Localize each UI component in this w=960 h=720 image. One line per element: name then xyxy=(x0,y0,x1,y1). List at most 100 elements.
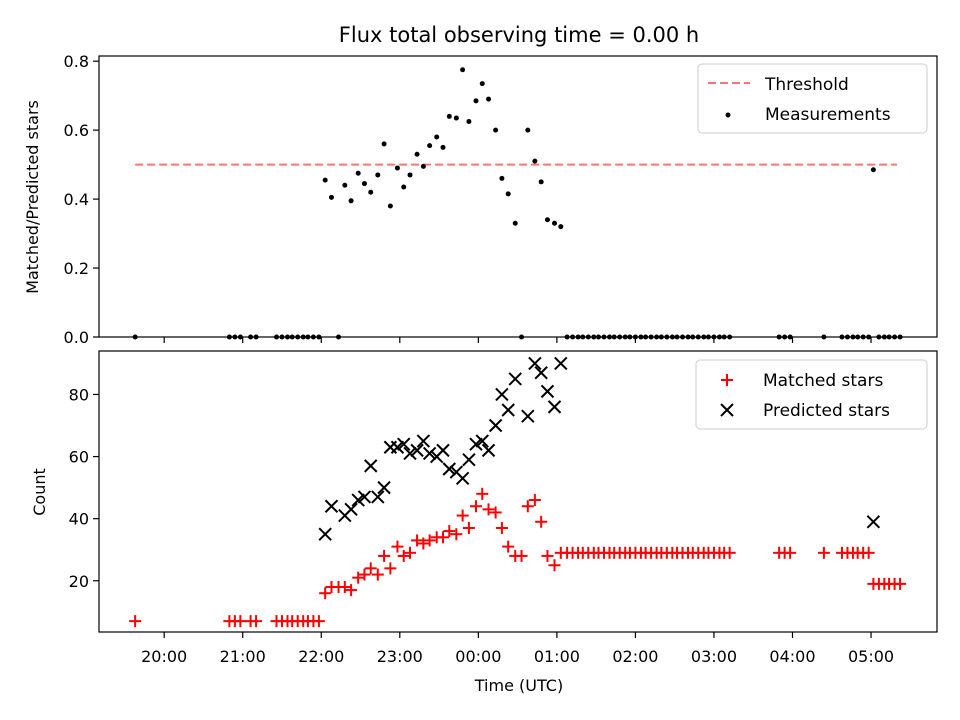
matched-point xyxy=(417,537,430,550)
x-tick-label: 23:00 xyxy=(377,647,423,666)
legend-measurements-label: Measurements xyxy=(765,105,891,125)
matched-point xyxy=(817,546,830,559)
predicted-point xyxy=(324,499,339,513)
measurement-point xyxy=(273,334,279,340)
y-tick-label: 40 xyxy=(69,510,89,529)
measurement-point xyxy=(580,334,586,340)
predicted-point xyxy=(455,471,470,486)
matched-point xyxy=(495,521,508,534)
matched-point xyxy=(482,503,495,516)
measurement-point xyxy=(132,334,138,340)
measurement-point xyxy=(886,334,892,340)
measurement-point xyxy=(669,334,675,340)
matched-point xyxy=(541,549,554,562)
legend-matched-label: Matched stars xyxy=(763,371,883,391)
measurement-point xyxy=(575,334,581,340)
matched-point xyxy=(404,546,417,559)
matched-point xyxy=(502,540,515,553)
predicted-point xyxy=(318,527,332,541)
predicted-point xyxy=(442,462,456,476)
matched-point xyxy=(364,562,377,575)
measurement-point xyxy=(453,115,459,121)
measurement-point xyxy=(414,151,420,157)
panel-ratio-x-ticks xyxy=(163,337,872,343)
matched-point xyxy=(456,509,469,522)
matched-point xyxy=(411,534,424,547)
measurement-point xyxy=(632,334,638,340)
matched-point xyxy=(476,487,489,500)
measurement-point xyxy=(310,334,316,340)
panel-ratio: 0.00.20.40.60.8 Matched/Predicted stars … xyxy=(23,52,938,347)
measurement-point xyxy=(479,81,485,87)
measurement-point xyxy=(654,334,660,340)
panel-count-legend: Matched stars Predicted stars xyxy=(695,359,928,430)
measurement-point xyxy=(525,127,531,133)
x-tick-label: 02:00 xyxy=(612,647,658,666)
matched-point xyxy=(345,584,358,597)
measurement-point xyxy=(674,334,680,340)
matched-point xyxy=(436,531,449,544)
measurement-point xyxy=(305,334,311,340)
x-axis-label: Time (UTC) xyxy=(474,676,563,695)
measurement-point xyxy=(538,179,544,185)
measurement-point xyxy=(606,334,612,340)
measurement-point xyxy=(711,334,717,340)
matched-point xyxy=(450,528,463,541)
measurement-point xyxy=(881,334,887,340)
legend-predicted-label: Predicted stars xyxy=(763,401,890,421)
matched-point xyxy=(129,615,142,628)
matched-point xyxy=(312,615,325,628)
predicted-point xyxy=(481,443,496,458)
legend-threshold-label: Threshold xyxy=(764,75,849,95)
matched-point xyxy=(250,615,263,628)
matched-point xyxy=(535,515,548,528)
predicted-point xyxy=(397,437,411,451)
measurement-point xyxy=(407,172,413,178)
panel-count-y-ticks: 20 40 60 80 xyxy=(69,385,99,591)
measurement-point xyxy=(328,194,334,200)
measurement-point xyxy=(705,334,711,340)
measurement-point xyxy=(892,334,898,340)
measurement-point xyxy=(486,96,492,102)
measurement-point xyxy=(860,334,866,340)
measurement-point xyxy=(570,334,576,340)
measurement-point xyxy=(850,334,856,340)
matched-point xyxy=(862,546,875,559)
predicted-point xyxy=(495,387,509,402)
measurement-point xyxy=(232,334,238,340)
measurement-point xyxy=(440,144,446,150)
measurement-point xyxy=(596,334,602,340)
matched-point xyxy=(384,562,397,575)
measurement-point xyxy=(460,67,466,73)
measurement-point xyxy=(300,334,306,340)
measurement-point xyxy=(446,113,452,119)
measurement-point xyxy=(876,334,882,340)
matched-point xyxy=(423,534,436,547)
measurement-point xyxy=(544,217,550,223)
predicted-point xyxy=(540,384,555,399)
measurement-point xyxy=(658,334,664,340)
predicted-point xyxy=(344,502,358,517)
matched-point xyxy=(548,559,561,572)
legend-box xyxy=(697,63,928,134)
predicted-point xyxy=(534,366,548,380)
measurement-point xyxy=(361,181,367,187)
measurement-point xyxy=(664,334,670,340)
predicted-point xyxy=(528,356,542,371)
panel-ratio-y-label: Matched/Predicted stars xyxy=(23,100,42,294)
measurement-point xyxy=(782,334,788,340)
x-tick-label: 04:00 xyxy=(769,647,815,666)
measurement-point xyxy=(680,334,686,340)
predicted-point xyxy=(521,409,535,423)
measurement-point xyxy=(420,163,426,169)
predicted-point xyxy=(364,459,378,473)
predicted-point xyxy=(410,443,424,458)
measurement-point xyxy=(564,334,570,340)
measurement-point xyxy=(701,334,707,340)
matched-point xyxy=(462,521,475,534)
measurement-point xyxy=(870,167,876,173)
matched-point xyxy=(784,546,797,559)
measurement-point xyxy=(316,334,322,340)
measurement-point xyxy=(821,334,827,340)
predicted-point xyxy=(377,480,391,495)
